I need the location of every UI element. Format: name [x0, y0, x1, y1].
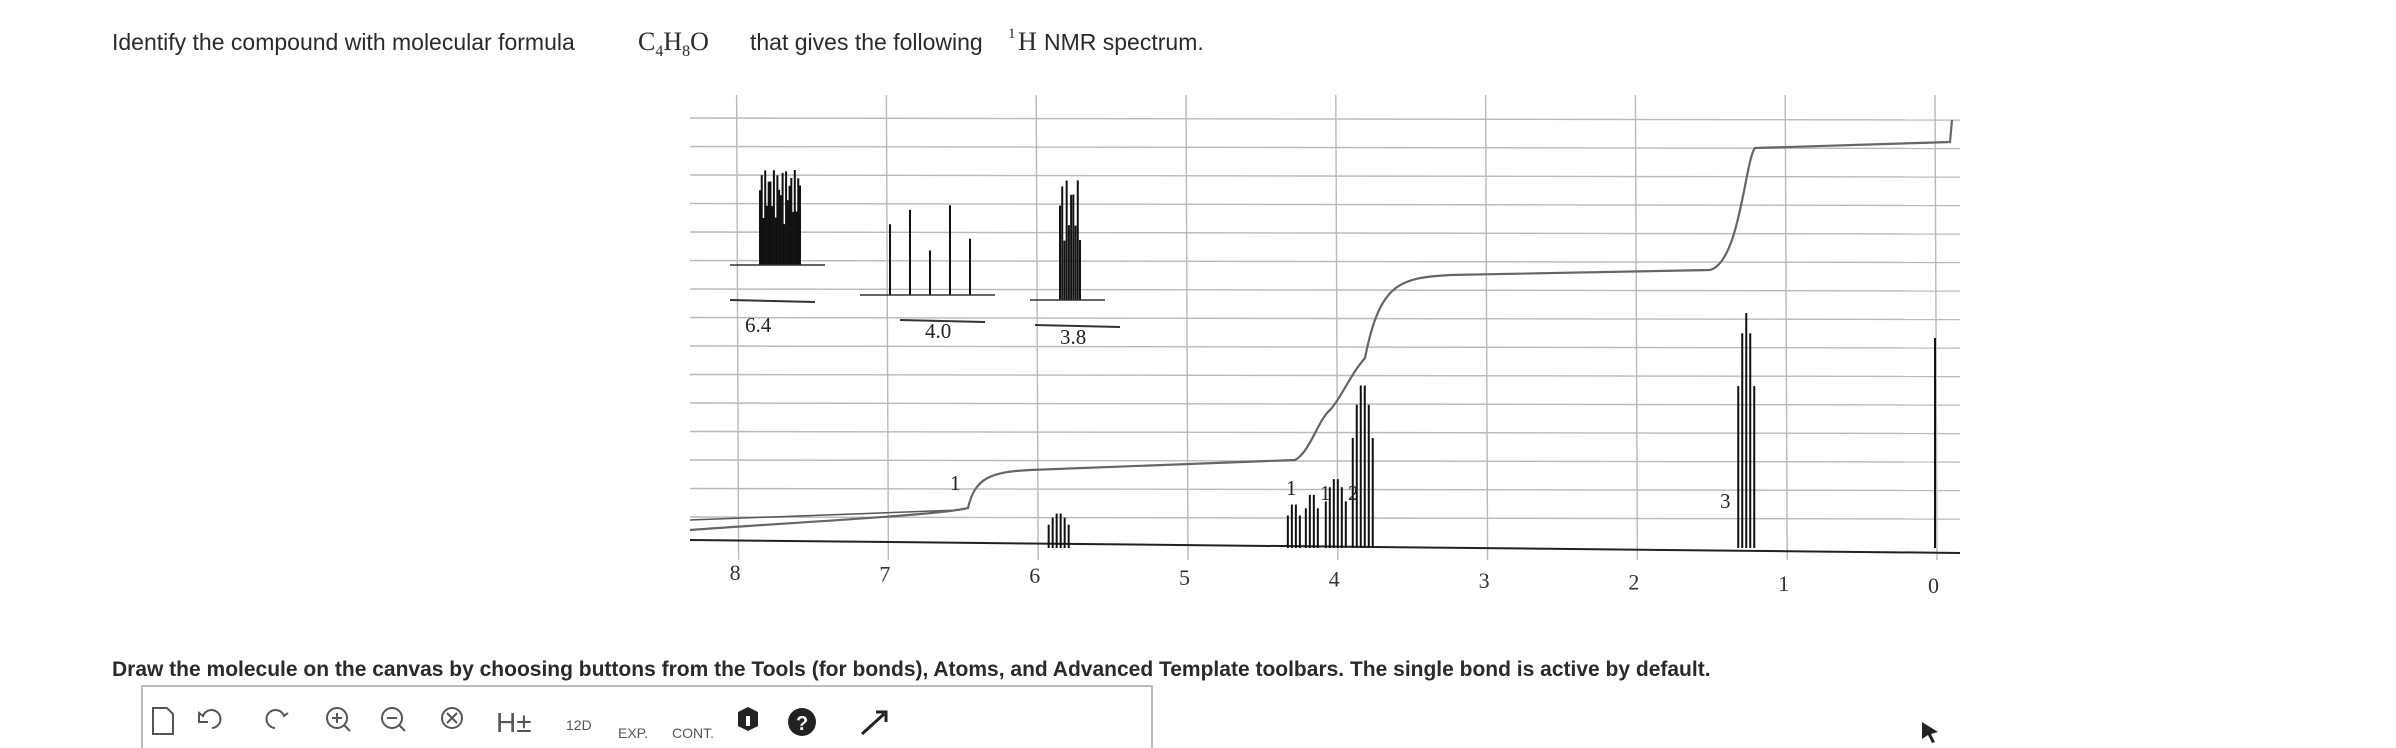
grid-line	[689, 288, 1961, 292]
grid-line	[689, 345, 1961, 349]
undo-button[interactable]	[198, 709, 222, 729]
inset-label: 6.4	[745, 313, 772, 337]
axis-label: 1	[1778, 571, 1789, 596]
question-text: that gives the following	[750, 29, 983, 55]
grid-line	[689, 259, 1961, 264]
new-button[interactable]	[152, 707, 174, 735]
nmr-spectrum: 8 7 6 5 4 3 2 1 01 1 1 2 36.4 4.0 3.8	[689, 94, 1961, 598]
formula: C4H8O	[638, 27, 709, 60]
grid-line	[689, 373, 1961, 378]
axis-label: 2	[1628, 570, 1639, 595]
fullscreen-button[interactable]	[860, 710, 888, 736]
grid-line	[689, 145, 1961, 150]
integration-label: 3	[1720, 489, 1731, 513]
integration-curve	[689, 119, 1954, 532]
grid-line	[1484, 94, 1489, 561]
grid-line	[1634, 94, 1639, 561]
grid-line	[689, 459, 1961, 463]
redo-button[interactable]	[265, 709, 289, 729]
grid-line	[689, 202, 1961, 207]
info-button[interactable]	[738, 707, 758, 731]
grid-line	[885, 94, 890, 561]
axis-label: 8	[730, 560, 741, 585]
grid-line	[1784, 94, 1788, 561]
grid-line	[689, 117, 1961, 121]
axis-label: 0	[1928, 573, 1939, 598]
inset-rule	[729, 299, 816, 303]
formula-part: O	[690, 27, 709, 56]
toolbar: H± 12D EXP. CONT. ?	[141, 685, 1938, 748]
nucleus: H	[1018, 27, 1037, 56]
grid-line	[1185, 94, 1189, 561]
help-button[interactable]: ?	[788, 708, 816, 736]
question-text: Identify the compound with molecular for…	[112, 29, 575, 55]
question-text: NMR spectrum.	[1044, 29, 1204, 55]
inset-label: 3.8	[1060, 325, 1086, 349]
hydrogen-button[interactable]: H±	[496, 707, 532, 738]
axis-label: 4	[1329, 566, 1340, 591]
formula-part: 8	[682, 43, 690, 60]
integration-label: 1	[950, 471, 961, 495]
axis-label: 6	[1029, 563, 1040, 588]
axis-label: 7	[879, 562, 890, 587]
inset-rule	[899, 319, 986, 323]
formula-part: C	[638, 27, 655, 56]
axis-label: 5	[1179, 565, 1190, 590]
instruction: Draw the molecule on the canvas by choos…	[112, 658, 1711, 681]
question: Identify the compound with molecular for…	[112, 26, 1204, 60]
integration-label: 1	[1320, 481, 1331, 505]
axis-label: 3	[1479, 568, 1490, 593]
expand-button[interactable]: EXP.	[618, 725, 648, 741]
inset-rule	[1034, 324, 1121, 328]
superscript: 1	[1008, 26, 1016, 42]
grid-line	[1934, 94, 1938, 561]
integration-label: 1	[1286, 476, 1297, 500]
svg-text:?: ?	[796, 713, 808, 735]
grid-line	[1035, 94, 1039, 561]
contract-button[interactable]: CONT.	[672, 725, 714, 741]
zoom-in-button[interactable]	[326, 707, 351, 732]
grid-line	[689, 402, 1961, 406]
integration-label: 2	[1348, 481, 1359, 505]
baseline	[689, 509, 961, 521]
grid-line	[689, 231, 1961, 235]
toolbar-frame	[141, 685, 1153, 748]
grid-line	[689, 174, 1961, 178]
formula-part: H	[663, 27, 682, 56]
clean-2d-button[interactable]: 12D	[566, 717, 592, 733]
formula-part: 4	[655, 43, 663, 60]
grid-line	[689, 430, 1961, 435]
inset-label: 4.0	[925, 319, 951, 343]
grid-line	[735, 94, 740, 561]
clear-button[interactable]	[441, 707, 463, 729]
grid-line	[689, 316, 1961, 321]
zoom-out-button[interactable]	[381, 707, 406, 732]
grid-line	[689, 487, 1961, 492]
cursor	[1922, 722, 1938, 743]
